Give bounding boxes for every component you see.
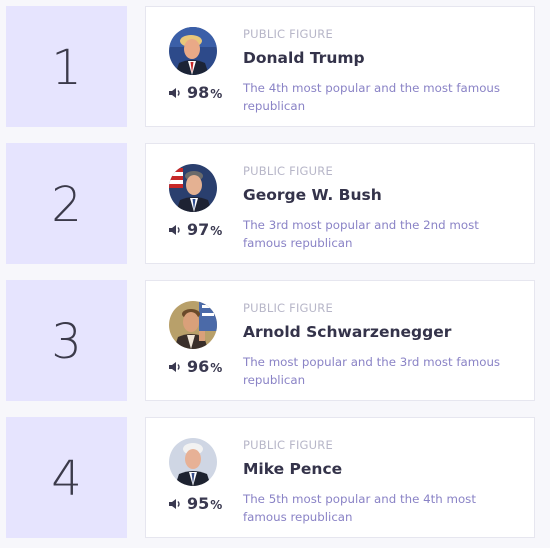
avatar: [169, 164, 217, 212]
figure-card[interactable]: 97 % PUBLIC FIGURE George W. Bush The 3r…: [145, 143, 535, 264]
rank-number: 1: [51, 40, 82, 96]
rank-number: 2: [51, 177, 82, 233]
ranking-row[interactable]: 3 96: [0, 280, 550, 401]
percent-sign: %: [210, 224, 223, 238]
rank-badge: 3: [6, 280, 127, 401]
rank-number: 4: [51, 451, 82, 507]
ranking-row[interactable]: 4 95 % PUBLIC FI: [0, 417, 550, 538]
popularity-value: 96: [187, 357, 210, 376]
figure-card[interactable]: 96 % PUBLIC FIGURE Arnold Schwarzenegger…: [145, 280, 535, 401]
popularity-value: 98: [187, 83, 210, 102]
speaker-icon: [169, 225, 180, 235]
category-label: PUBLIC FIGURE: [243, 301, 333, 315]
figure-card[interactable]: 95 % PUBLIC FIGURE Mike Pence The 5th mo…: [145, 417, 535, 538]
figure-description: The most popular and the 3rd most famous…: [243, 355, 501, 387]
figure-card[interactable]: 98 % PUBLIC FIGURE Donald Trump The 4th …: [145, 6, 535, 127]
figure-name[interactable]: Donald Trump: [243, 49, 365, 67]
popularity-value: 97: [187, 220, 210, 239]
category-label: PUBLIC FIGURE: [243, 438, 333, 452]
figure-description: The 5th most popular and the 4th most fa…: [243, 492, 476, 524]
rank-badge: 2: [6, 143, 127, 264]
speaker-icon: [169, 88, 180, 98]
rank-badge: 1: [6, 6, 127, 127]
percent-sign: %: [210, 361, 223, 375]
popularity-value: 95: [187, 494, 210, 513]
rank-number: 3: [51, 314, 82, 370]
avatar: [169, 438, 217, 486]
speaker-icon: [169, 362, 180, 372]
figure-name[interactable]: George W. Bush: [243, 186, 382, 204]
popularity-score: 97 %: [168, 220, 222, 239]
speaker-icon: [169, 499, 180, 509]
figure-name[interactable]: Mike Pence: [243, 460, 343, 478]
popularity-score: 96 %: [168, 357, 222, 376]
category-label: PUBLIC FIGURE: [243, 164, 333, 178]
avatar: [169, 301, 217, 349]
rank-badge: 4: [6, 417, 127, 538]
percent-sign: %: [210, 87, 223, 101]
popularity-score: 98 %: [168, 83, 222, 102]
figure-description: The 3rd most popular and the 2nd most fa…: [243, 218, 479, 250]
popularity-score: 95 %: [168, 494, 222, 513]
avatar: [169, 27, 217, 75]
figure-description: The 4th most popular and the most famous…: [243, 81, 501, 113]
figure-name[interactable]: Arnold Schwarzenegger: [243, 323, 452, 341]
ranking-row[interactable]: 2: [0, 143, 550, 264]
percent-sign: %: [210, 498, 223, 512]
ranking-row[interactable]: 1 98 %: [0, 6, 550, 127]
category-label: PUBLIC FIGURE: [243, 27, 333, 41]
